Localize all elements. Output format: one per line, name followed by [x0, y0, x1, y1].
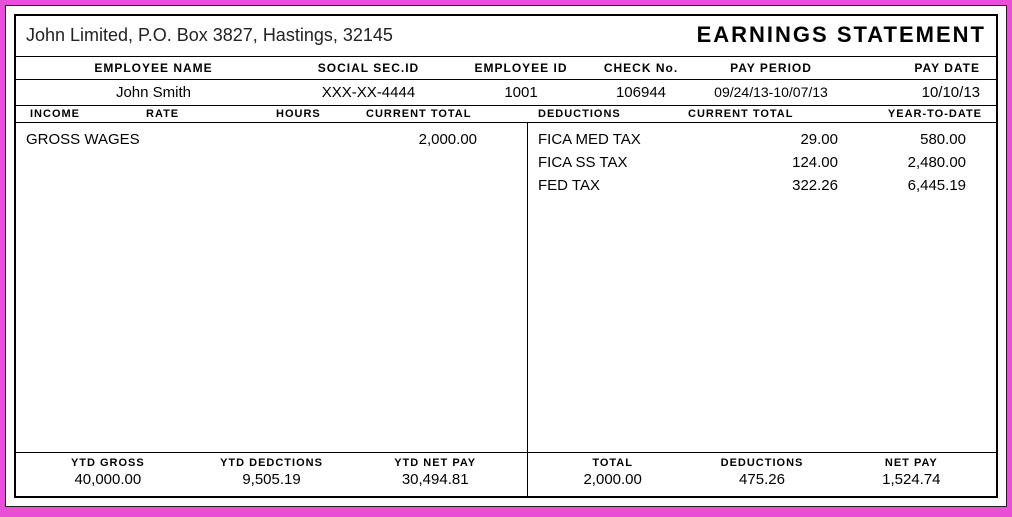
ytd-deductions-cell: YTD DEDCTIONS 9,505.19	[190, 457, 354, 488]
earnings-statement: John Limited, P.O. Box 3827, Hastings, 3…	[14, 14, 998, 498]
deductions-section: FICA MED TAX 29.00 580.00 FICA SS TAX 12…	[528, 123, 996, 452]
deduction-ytd: 6,445.19	[838, 177, 986, 194]
col-hdr-current-total-2: CURRENT TOTAL	[688, 108, 838, 120]
income-current-total: 2,000.00	[366, 131, 517, 148]
deduction-ytd: 580.00	[838, 131, 986, 148]
col-hdr-pay-period: PAY PERIOD	[696, 61, 846, 75]
deduction-name: FICA SS TAX	[538, 154, 708, 171]
pay-date: 10/10/13	[846, 84, 986, 101]
header-row: John Limited, P.O. Box 3827, Hastings, 3…	[16, 16, 996, 57]
deduction-name: FICA MED TAX	[538, 131, 708, 148]
col-hdr-income: INCOME	[26, 108, 146, 120]
page: John Limited, P.O. Box 3827, Hastings, 3…	[5, 5, 1007, 507]
employee-value-row: John Smith XXX-XX-4444 1001 106944 09/24…	[16, 80, 996, 106]
ytd-gross-value: 40,000.00	[26, 471, 190, 488]
col-hdr-deductions: DEDUCTIONS	[528, 108, 688, 120]
footer-row: YTD GROSS 40,000.00 YTD DEDCTIONS 9,505.…	[16, 452, 996, 496]
deduction-current: 124.00	[708, 154, 838, 171]
deductions-value: 475.26	[687, 471, 836, 488]
col-hdr-rate: RATE	[146, 108, 276, 120]
net-pay-cell: NET PAY 1,524.74	[837, 457, 986, 488]
col-hdr-ytd: YEAR-TO-DATE	[838, 108, 986, 120]
employee-name: John Smith	[26, 84, 281, 101]
company-address: John Limited, P.O. Box 3827, Hastings, 3…	[26, 25, 393, 46]
col-hdr-ssid: SOCIAL SEC.ID	[281, 61, 456, 75]
col-hdr-hours: HOURS	[276, 108, 366, 120]
income-row: GROSS WAGES 2,000.00	[26, 131, 517, 148]
document-title: EARNINGS STATEMENT	[697, 22, 986, 48]
employee-header-row: EMPLOYEE NAME SOCIAL SEC.ID EMPLOYEE ID …	[16, 57, 996, 80]
income-section: GROSS WAGES 2,000.00	[16, 123, 528, 452]
deduction-name: FED TAX	[538, 177, 708, 194]
ytd-deductions-value: 9,505.19	[190, 471, 354, 488]
ytd-gross-label: YTD GROSS	[26, 457, 190, 469]
pay-period: 09/24/13-10/07/13	[696, 84, 846, 101]
col-hdr-employee-name: EMPLOYEE NAME	[26, 61, 281, 75]
total-value: 2,000.00	[538, 471, 687, 488]
deduction-ytd: 2,480.00	[838, 154, 986, 171]
deduction-current: 322.26	[708, 177, 838, 194]
deductions-label: DEDUCTIONS	[687, 457, 836, 469]
ytd-net-pay-value: 30,494.81	[353, 471, 517, 488]
col-hdr-current-total: CURRENT TOTAL	[366, 108, 528, 120]
deduction-row: FED TAX 322.26 6,445.19	[538, 177, 986, 194]
footer-left: YTD GROSS 40,000.00 YTD DEDCTIONS 9,505.…	[16, 453, 528, 496]
ytd-net-pay-label: YTD NET PAY	[353, 457, 517, 469]
deduction-current: 29.00	[708, 131, 838, 148]
body-row: GROSS WAGES 2,000.00 FICA MED TAX 29.00 …	[16, 123, 996, 452]
total-label: TOTAL	[538, 457, 687, 469]
income-rate	[176, 131, 286, 148]
total-cell: TOTAL 2,000.00	[538, 457, 687, 488]
col-hdr-check-no: CHECK No.	[586, 61, 696, 75]
ytd-gross-cell: YTD GROSS 40,000.00	[26, 457, 190, 488]
employee-id: 1001	[456, 84, 586, 101]
col-hdr-employee-id: EMPLOYEE ID	[456, 61, 586, 75]
columns-header-row: INCOME RATE HOURS CURRENT TOTAL DEDUCTIO…	[16, 106, 996, 123]
col-hdr-pay-date: PAY DATE	[846, 61, 986, 75]
check-number: 106944	[586, 84, 696, 101]
footer-right: TOTAL 2,000.00 DEDUCTIONS 475.26 NET PAY…	[528, 453, 996, 496]
net-pay-label: NET PAY	[837, 457, 986, 469]
deduction-row: FICA MED TAX 29.00 580.00	[538, 131, 986, 148]
deductions-cell: DEDUCTIONS 475.26	[687, 457, 836, 488]
deduction-row: FICA SS TAX 124.00 2,480.00	[538, 154, 986, 171]
income-name: GROSS WAGES	[26, 131, 176, 148]
ytd-net-pay-cell: YTD NET PAY 30,494.81	[353, 457, 517, 488]
social-sec-id: XXX-XX-4444	[281, 84, 456, 101]
income-hours	[286, 131, 366, 148]
ytd-deductions-label: YTD DEDCTIONS	[190, 457, 354, 469]
net-pay-value: 1,524.74	[837, 471, 986, 488]
